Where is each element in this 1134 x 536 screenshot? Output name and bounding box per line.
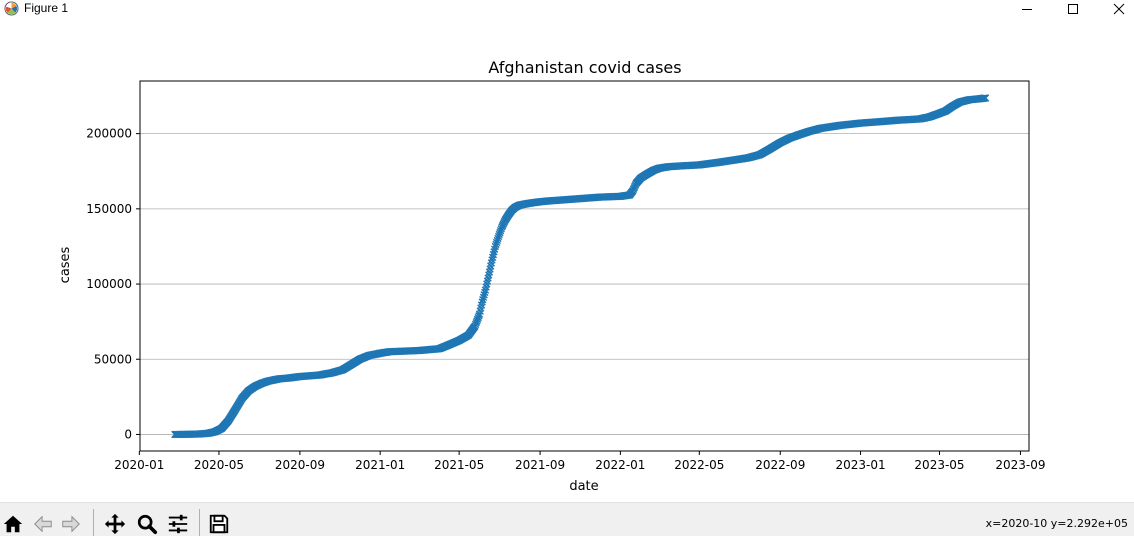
- magnifier-icon: [137, 514, 158, 535]
- x-tick-label: 2020-05: [194, 458, 244, 472]
- grid-lines: [140, 133, 1029, 435]
- toolbar-separator: [93, 509, 94, 536]
- arrow-right-icon: [62, 515, 80, 533]
- x-ticks: 2020-01 2020-05 2020-09 2021-01 2021-05 2021-…: [114, 451, 1046, 472]
- x-tick-label: 2023-09: [995, 458, 1045, 472]
- y-tick-label: 0: [124, 427, 132, 441]
- y-tick-label: 150000: [86, 202, 132, 216]
- pan-button[interactable]: [102, 511, 128, 536]
- minimize-button[interactable]: [1004, 0, 1050, 18]
- toolbar-separator: [199, 509, 200, 536]
- x-tick-label: 2021-05: [434, 458, 484, 472]
- move-icon: [104, 513, 126, 535]
- data-point-marker: [491, 242, 500, 251]
- back-button[interactable]: [30, 511, 56, 536]
- x-tick-label: 2021-01: [355, 458, 405, 472]
- x-tick-label: 2022-05: [674, 458, 724, 472]
- x-tick-label: 2020-01: [114, 458, 164, 472]
- home-button[interactable]: [0, 511, 26, 536]
- x-tick-label: 2022-09: [755, 458, 805, 472]
- sliders-icon: [168, 514, 188, 534]
- data-point-marker: [493, 236, 502, 245]
- y-ticks: 0 50000 100000 150000 200000: [86, 127, 140, 441]
- y-tick-label: 200000: [86, 127, 132, 141]
- data-points: [171, 94, 990, 439]
- x-tick-label: 2023-05: [914, 458, 964, 472]
- x-tick-label: 2020-09: [275, 458, 325, 472]
- x-tick-label: 2023-01: [835, 458, 885, 472]
- x-axis-label: date: [569, 479, 598, 494]
- navigation-toolbar: x=2020-10 y=2.292e+05: [0, 502, 1134, 536]
- arrow-left-icon: [34, 515, 52, 533]
- data-point-marker: [492, 240, 500, 249]
- data-point-marker: [492, 238, 501, 247]
- y-tick-label: 100000: [86, 277, 132, 291]
- data-point-marker: [481, 288, 489, 297]
- forward-button[interactable]: [58, 511, 84, 536]
- subplots-button[interactable]: [165, 511, 191, 536]
- zoom-button[interactable]: [134, 511, 160, 536]
- data-point-marker: [494, 234, 502, 243]
- chart-title: Afghanistan covid cases: [488, 58, 681, 77]
- y-axis-label: cases: [58, 246, 73, 283]
- cursor-coordinates: x=2020-10 y=2.292e+05: [985, 517, 1128, 530]
- matplotlib-logo-icon: [4, 1, 19, 16]
- x-tick-label: 2021-09: [515, 458, 565, 472]
- data-point-marker: [981, 94, 990, 102]
- covid-cases-chart: 2020-01 2020-05 2020-09 2021-01 2021-05 2021-…: [58, 58, 1046, 494]
- figure-canvas[interactable]: 2020-01 2020-05 2020-09 2021-01 2021-05 2021-…: [0, 18, 1134, 502]
- home-icon: [3, 515, 23, 533]
- save-button[interactable]: [206, 511, 232, 536]
- floppy-disk-icon: [209, 514, 229, 534]
- x-tick-label: 2022-01: [595, 458, 645, 472]
- maximize-button[interactable]: [1050, 0, 1096, 18]
- minimize-icon: [1022, 9, 1032, 10]
- window-titlebar: Figure 1: [0, 0, 1134, 18]
- close-button[interactable]: [1096, 0, 1134, 18]
- y-tick-label: 50000: [94, 352, 132, 366]
- close-icon: [1113, 3, 1125, 15]
- axes-frame: [139, 80, 1030, 452]
- maximize-icon: [1068, 4, 1078, 14]
- window-title: Figure 1: [24, 1, 69, 15]
